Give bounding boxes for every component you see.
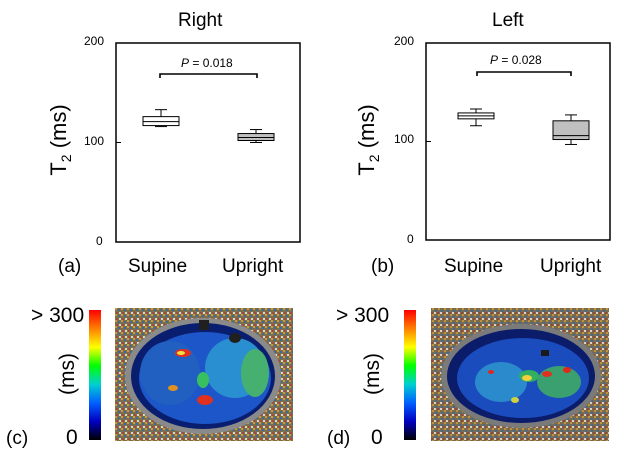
panel-label-c: (c) [6, 428, 29, 449]
colorbar-c-min-label: 0 [66, 426, 78, 449]
chart-left-ylabel-main: T [353, 162, 379, 176]
chart-left-title: Left [492, 10, 524, 31]
chart-right-frame [115, 42, 301, 243]
chart-left-annotation-value: = 0.028 [498, 53, 542, 67]
t2-map-image-d [431, 308, 609, 441]
chart-right-ytick-0: 0 [96, 234, 103, 248]
chart-right-annotation: P = 0.018 [181, 56, 233, 70]
chart-right-ylabel-unit: (ms) [45, 104, 71, 155]
colorbar-c-unit-label: (ms) [56, 353, 79, 395]
chart-left-upright-box [552, 120, 590, 141]
chart-right-plot [115, 42, 301, 243]
chart-right-title: Right [178, 10, 223, 31]
chart-left-ytick-200: 200 [394, 34, 415, 48]
panel-label-d: (d) [327, 428, 351, 449]
chart-left-ylabel-sub: 2 [366, 154, 383, 163]
chart-left-sig-bracket [476, 71, 572, 76]
chart-left-ytick-0: 0 [407, 232, 414, 246]
panel-label-a: (a) [58, 256, 82, 277]
colorbar-d-min-label: 0 [371, 426, 383, 449]
chart-right-sig-bracket [159, 73, 258, 78]
chart-right-ylabel-sub: 2 [58, 154, 75, 163]
chart-left-ylabel-unit: (ms) [353, 104, 379, 155]
chart-left-plot [425, 42, 611, 241]
chart-left-ylabel: T2 (ms) [354, 104, 382, 175]
chart-left-xtick-upright: Upright [540, 256, 602, 277]
chart-left-annotation: P = 0.028 [490, 53, 542, 67]
colorbar-d [404, 310, 416, 440]
panel-label-b: (b) [371, 256, 395, 277]
colorbar-d-unit-label: (ms) [361, 353, 384, 395]
colorbar-c [89, 310, 101, 440]
chart-right-annotation-value: = 0.018 [189, 56, 233, 70]
chart-right-annotation-p: P [181, 56, 190, 70]
chart-right-ytick-100: 100 [84, 134, 105, 148]
chart-left-ytick-100: 100 [394, 132, 415, 146]
colorbar-d-max-label: > 300 [336, 304, 390, 327]
chart-right-ylabel: T2 (ms) [46, 104, 74, 175]
chart-right-ylabel-main: T [45, 162, 71, 176]
chart-right-xtick-supine: Supine [128, 256, 188, 277]
t2-map-image-c [115, 308, 293, 441]
chart-left-xtick-supine: Supine [444, 256, 504, 277]
chart-right-ytick-200: 200 [84, 34, 105, 48]
colorbar-c-max-label: > 300 [31, 304, 85, 327]
chart-left-annotation-p: P [490, 53, 499, 67]
chart-right-xtick-upright: Upright [222, 256, 284, 277]
